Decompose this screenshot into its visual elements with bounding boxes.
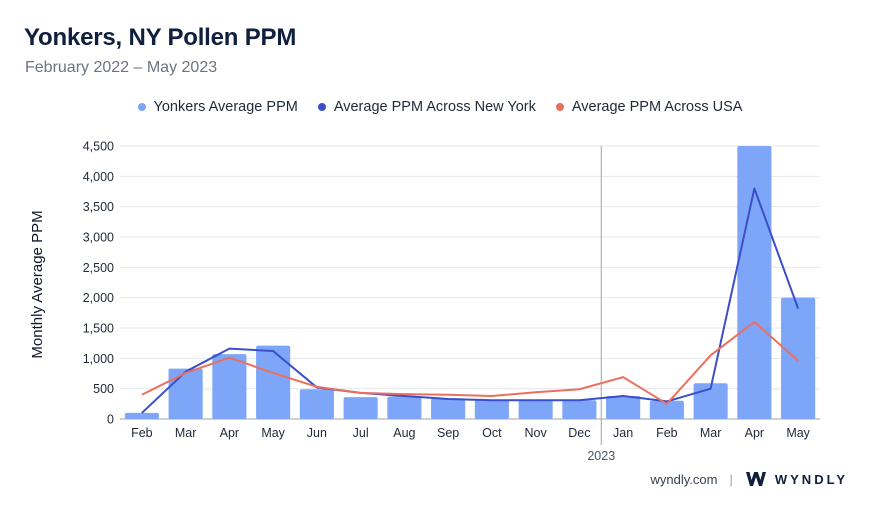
legend-dot-yonkers xyxy=(137,103,146,111)
x-tick-label: Jul xyxy=(353,426,369,440)
page-subtitle: February 2022 – May 2023 xyxy=(25,59,218,76)
chart-legend: Yonkers Average PPM Average PPM Across N… xyxy=(0,99,880,115)
brand-wordmark: WYNDLY xyxy=(774,471,848,487)
bar xyxy=(518,400,553,419)
y-tick-label: 2,500 xyxy=(83,261,114,275)
x-tick-label: Dec xyxy=(568,426,590,440)
x-tick-label: Apr xyxy=(745,426,764,440)
x-tick-label: Oct xyxy=(482,426,502,440)
x-tick-label: May xyxy=(786,426,810,440)
bar xyxy=(387,396,422,419)
y-tick-label: 3,000 xyxy=(83,231,114,245)
legend-label-usa: Average PPM Across USA xyxy=(571,99,743,115)
footer-site-link[interactable]: wyndly.com xyxy=(650,471,718,487)
bar xyxy=(299,389,334,419)
legend-label-new-york: Average PPM Across New York xyxy=(333,99,536,115)
x-tick-label: Mar xyxy=(700,426,722,440)
y-tick-label: 500 xyxy=(93,382,114,396)
legend-dot-usa xyxy=(555,103,564,111)
x-tick-label: Mar xyxy=(175,426,197,440)
bar xyxy=(431,398,466,419)
bar xyxy=(256,345,291,419)
legend-item-usa[interactable]: Average PPM Across USA xyxy=(555,99,743,115)
new-york-line xyxy=(141,187,800,414)
y-tick-label: 4,500 xyxy=(83,140,114,154)
footer-separator: | xyxy=(729,471,733,487)
y-tick-label: 2,000 xyxy=(83,291,114,305)
bar xyxy=(343,397,378,419)
brand-logo[interactable]: WYNDLY xyxy=(745,470,848,488)
x-tick-label: Nov xyxy=(525,426,548,440)
y-tick-label: 4,000 xyxy=(83,170,114,184)
legend-item-yonkers[interactable]: Yonkers Average PPM xyxy=(137,99,298,115)
page-title: Yonkers, NY Pollen PPM xyxy=(24,24,297,51)
x-tick-label: Jun xyxy=(307,426,327,440)
footer: wyndly.com | WYNDLY xyxy=(651,470,848,488)
y-axis-label: Monthly Average PPM xyxy=(29,210,46,358)
x-tick-label: Apr xyxy=(220,426,239,440)
x-tick-label: Sep xyxy=(437,426,459,440)
bar xyxy=(474,399,509,419)
year-label: 2023 xyxy=(587,449,615,463)
x-tick-label: Aug xyxy=(393,426,415,440)
bar xyxy=(168,368,203,419)
y-tick-label: 3,500 xyxy=(83,200,114,214)
legend-label-yonkers: Yonkers Average PPM xyxy=(153,99,298,115)
bar xyxy=(562,400,597,419)
bar xyxy=(781,297,816,419)
bar xyxy=(606,395,641,419)
bar xyxy=(212,354,247,419)
y-tick-label: 0 xyxy=(107,413,114,427)
x-tick-label: Jan xyxy=(613,426,633,440)
legend-item-new-york[interactable]: Average PPM Across New York xyxy=(317,99,536,115)
x-tick-label: Feb xyxy=(656,426,678,440)
legend-dot-new-york xyxy=(317,103,326,111)
x-tick-label: May xyxy=(261,426,285,440)
y-tick-label: 1,000 xyxy=(83,352,114,366)
usa-line xyxy=(141,320,799,405)
x-tick-label: Feb xyxy=(131,426,153,440)
bar xyxy=(649,400,684,419)
bar xyxy=(124,412,159,419)
bar xyxy=(737,146,772,419)
pollen-chart: 0 500 1,000 1,500 2,000 2,500 3,000 3,500 4,000 4… xyxy=(29,140,820,463)
y-tick-label: 1,500 xyxy=(83,322,114,336)
wyndly-logo-icon xyxy=(745,472,766,486)
